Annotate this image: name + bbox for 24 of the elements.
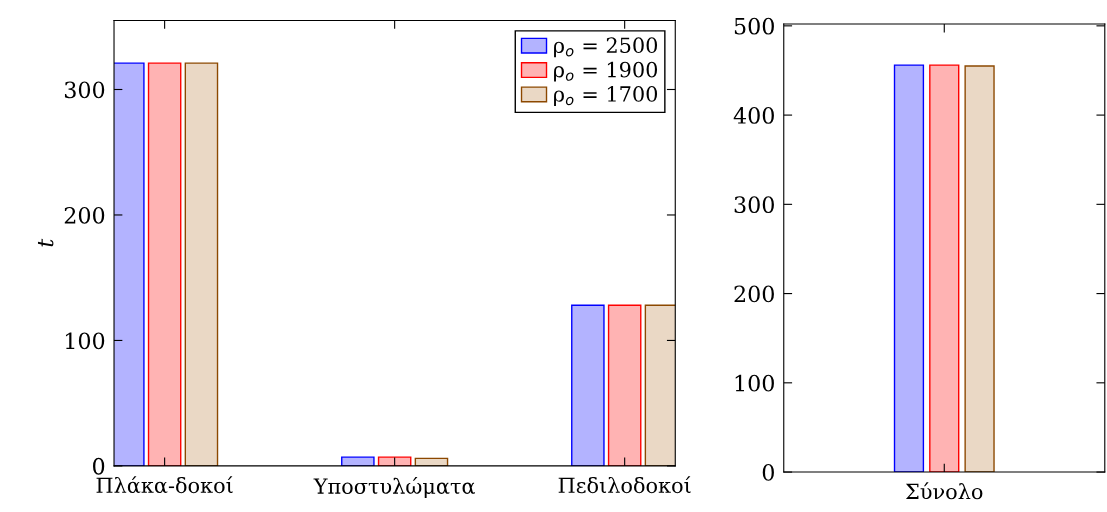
y-tick-label: 300 (734, 196, 774, 214)
y-tick-label: 0 (762, 464, 774, 481)
bar (341, 456, 375, 466)
y-tick-label: 200 (734, 285, 774, 303)
x-tick-label: Υποστυλώματα (313, 477, 475, 499)
bar (571, 304, 605, 466)
y-tick-label: 0 (93, 457, 105, 475)
y-tick-label: 300 (64, 81, 105, 99)
y-tick-label: 100 (65, 332, 105, 350)
x-tick-label: Πλάκα-δοκοί (96, 476, 233, 494)
bar (184, 62, 219, 466)
bar (147, 62, 182, 466)
y-tick-label: 200 (64, 206, 105, 224)
legend-label: ρ$_{o}$ = 2500 (554, 37, 658, 58)
y-axis-title: t (37, 238, 54, 247)
bar (377, 456, 412, 466)
legend-label: ρ$_{o}$ = 1900 (554, 61, 658, 82)
y-tick-label: 500 (734, 17, 774, 35)
x-tick-label: Πεδιλοδοκοί (558, 476, 691, 494)
legend-label: ρ$_{o}$ = 1700 (554, 86, 658, 106)
y-tick-label: 400 (733, 107, 774, 124)
y-tick-label: 100 (735, 374, 774, 392)
bar (607, 304, 642, 466)
x-tick-label: Σύνολο (905, 482, 983, 500)
